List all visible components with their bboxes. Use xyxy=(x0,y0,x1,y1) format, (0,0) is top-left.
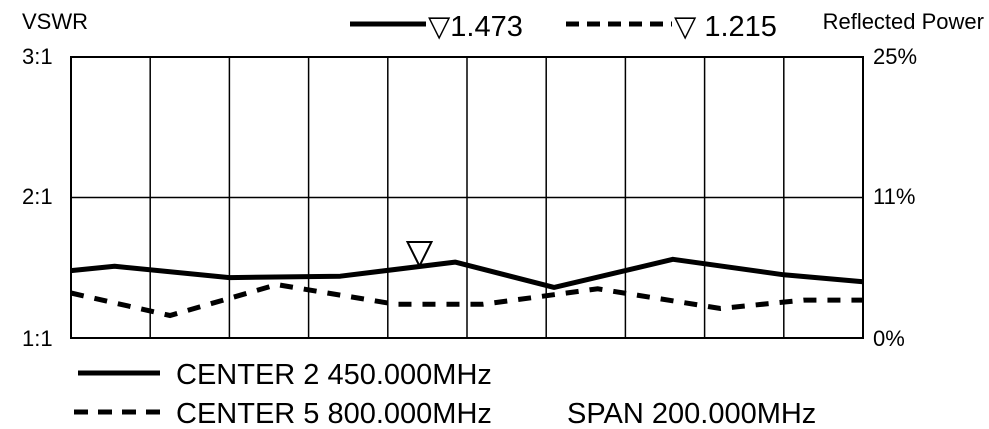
right-tick-25: 25% xyxy=(873,44,917,69)
series-dashed-line xyxy=(70,282,863,319)
legend-bottom-solid-label: CENTER 2 450.000MHz xyxy=(176,359,492,391)
left-tick-2-1: 2:1 xyxy=(22,184,53,209)
span-label: SPAN 200.000MHz xyxy=(567,398,816,429)
plot-frame xyxy=(70,56,864,339)
right-tick-11: 11% xyxy=(873,184,915,209)
left-tick-1-1: 1:1 xyxy=(22,326,53,351)
legend-top-solid-label: ▽1.473 xyxy=(428,11,523,43)
plot-grid xyxy=(71,57,863,338)
marker-triangle-icon xyxy=(405,241,434,269)
legend-top-dashed-label: ▽ 1.215 xyxy=(674,11,777,43)
legend-bottom-dashed-label: CENTER 5 800.000MHz xyxy=(176,398,492,429)
left-tick-3-1: 3:1 xyxy=(22,44,53,69)
series-solid-line xyxy=(70,256,864,290)
right-axis-title: Reflected Power xyxy=(823,9,984,34)
right-tick-0: 0% xyxy=(873,326,905,351)
left-axis-title: VSWR xyxy=(22,9,88,34)
